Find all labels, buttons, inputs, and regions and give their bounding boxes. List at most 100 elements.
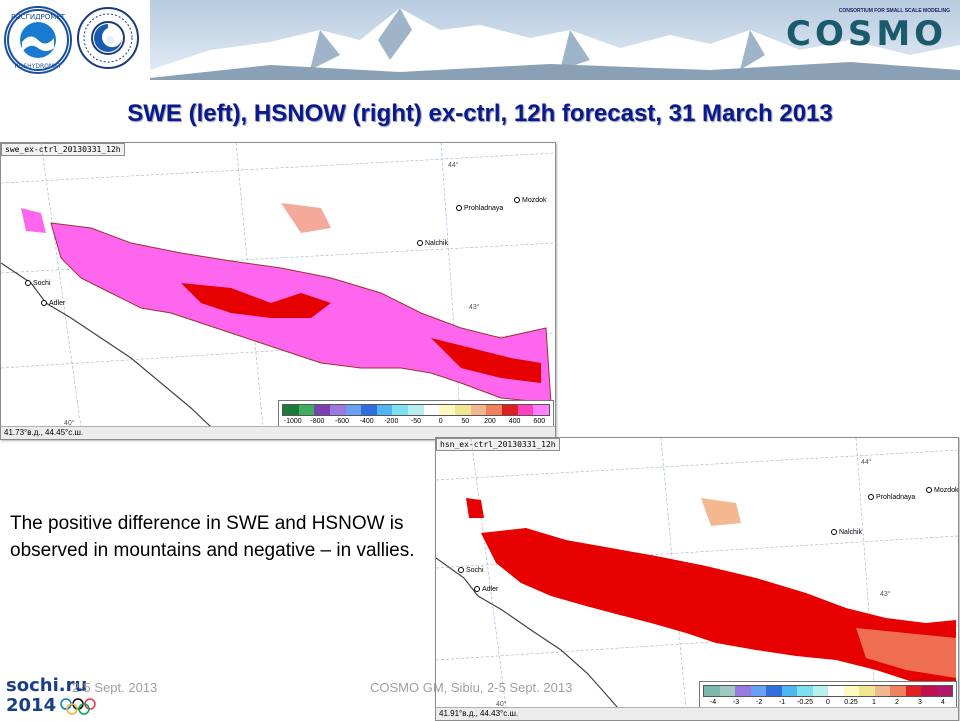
- swe-legend-tick: -50: [410, 418, 422, 425]
- observation-note: The positive difference in SWE and HSNOW…: [10, 513, 415, 561]
- hsnow-legend-swatch: [843, 686, 859, 696]
- swe-legend-swatch: [376, 405, 393, 415]
- swe-legend-swatch: [392, 405, 409, 415]
- hsnow-city-sochi: Sochi: [458, 567, 484, 574]
- swe-legend-tick: -800: [310, 418, 325, 425]
- hsnow-legend-tick: -2: [755, 699, 763, 706]
- swe-legend-swatch: [470, 405, 487, 415]
- hsnow-legend-ticks: -4 -3 -2 -1 -0.25 0 0.25 1 2 3 4: [703, 697, 953, 709]
- hsnow-legend-swatch: [890, 686, 906, 696]
- institute-swirl-icon: [77, 7, 139, 69]
- cosmo-logo: CONSORTIUM FOR SMALL SCALE MODELING COSM…: [782, 8, 954, 68]
- swe-legend-swatch: [283, 405, 299, 415]
- hsnow-legend-tick: 0: [826, 699, 830, 706]
- hsnow-legend-swatch: [936, 686, 952, 696]
- hsnow-legend-swatch: [812, 686, 828, 696]
- swe-legend: -1000 -800 -600 -400 -200 -50 0 50 200 400 600: [278, 400, 554, 430]
- footer-date: 2-5 Sept. 2013: [72, 680, 158, 695]
- roshydromet-logo-top-text: РОСГИДРОМЕТ: [11, 13, 66, 21]
- swe-legend-swatch: [408, 405, 424, 415]
- hsnow-legend-swatch: [921, 686, 937, 696]
- cosmo-caption: CONSORTIUM FOR SMALL SCALE MODELING: [838, 8, 950, 14]
- hsnow-map-canvas: 44° 43° 40°: [436, 438, 958, 708]
- swe-legend-ticks: -1000 -800 -600 -400 -200 -50 0 50 200 400 600: [282, 416, 550, 428]
- swe-legend-tick: -600: [335, 418, 350, 425]
- hsnow-legend-tick: 4: [941, 699, 945, 706]
- roshydromet-logo: РОСГИДРОМЕТ ROSHYDROMET: [4, 6, 72, 74]
- hsnow-legend-swatch: [828, 686, 844, 696]
- mountain-landscape-icon: [150, 0, 960, 80]
- swe-legend-tick: -400: [359, 418, 374, 425]
- hsnow-legend-swatch: [905, 686, 921, 696]
- hsnow-legend: -4 -3 -2 -1 -0.25 0 0.25 1 2 3 4: [699, 681, 957, 709]
- hsnow-city-prohladnaya: Prohladnaya: [868, 494, 915, 501]
- swe-legend-swatch: [517, 405, 534, 415]
- swe-legend-swatch: [361, 405, 377, 415]
- hsnow-legend-swatch: [797, 686, 813, 696]
- hsnow-legend-swatch: [766, 686, 782, 696]
- footer-event: COSMO GM, Sibiu, 2-5 Sept. 2013: [370, 680, 573, 695]
- sochi-logo-bottom-text: 2014: [6, 695, 57, 716]
- hsnow-city-adler: Adler: [474, 586, 498, 593]
- hsnow-legend-swatch: [719, 686, 735, 696]
- swe-legend-tick: 400: [508, 418, 521, 425]
- sochi-logo: sochi.ru 2014: [6, 676, 106, 718]
- hsnow-legend-swatch: [750, 686, 766, 696]
- olympic-rings-icon: [60, 698, 96, 715]
- hsnow-legend-swatch: [735, 686, 751, 696]
- hsnow-legend-swatch: [704, 686, 720, 696]
- slide-title: SWE (left), HSNOW (right) ex-ctrl, 12h f…: [127, 100, 833, 127]
- hsnow-legend-tick: 0.25: [844, 699, 858, 706]
- swe-lat-label-43: 43°: [469, 303, 480, 311]
- hsnow-legend-tick: -1: [778, 699, 786, 706]
- swe-legend-swatch: [329, 405, 346, 415]
- swe-legend-tick: -200: [384, 418, 399, 425]
- hsnow-map-title: hsn_ex-ctrl_20130331_12h: [436, 438, 560, 451]
- swe-city-adler: Adler: [41, 300, 65, 307]
- swe-legend-tick: 200: [484, 418, 496, 425]
- hsnow-legend-tick: 3: [918, 699, 922, 706]
- sochi-logo-top-text: sochi.ru: [6, 675, 88, 696]
- mountain-banner: CONSORTIUM FOR SMALL SCALE MODELING COSM…: [150, 0, 960, 80]
- swe-lat-label-40: 40°: [64, 419, 75, 427]
- hsnow-legend-swatch: [859, 686, 875, 696]
- institute-logo: [76, 6, 140, 70]
- hsnow-city-mozdok: Mozdok: [926, 487, 959, 494]
- hsnow-lat-label-43: 43°: [880, 590, 891, 598]
- hsnow-legend-tick: -0.25: [797, 699, 813, 706]
- hsnow-legend-swatch: [874, 686, 890, 696]
- hsnow-lat-label-40: 40°: [496, 700, 507, 708]
- swe-legend-swatch: [455, 405, 471, 415]
- swe-legend-swatch: [314, 405, 330, 415]
- swe-lat-label-44: 44°: [448, 161, 459, 169]
- swe-city-mozdok: Mozdok: [514, 197, 547, 204]
- hsnow-legend-tick: 1: [872, 699, 876, 706]
- hsnow-map-window: hsn_ex-ctrl_20130331_12h 44° 43° 40° Moz…: [435, 437, 959, 721]
- hsnow-legend-tick: -4: [709, 699, 717, 706]
- swe-legend-swatch: [486, 405, 502, 415]
- hsnow-legend-swatch: [781, 686, 797, 696]
- roshydromet-logo-bottom-text: ROSHYDROMET: [14, 63, 61, 70]
- swe-legend-tick: 0: [438, 418, 443, 425]
- swe-map-title: swe_ex-ctrl_20130331_12h: [1, 143, 125, 156]
- cosmo-word: COSMO: [786, 14, 948, 54]
- swe-legend-swatch: [423, 405, 440, 415]
- swe-map-canvas: 44° 43° 40°: [1, 143, 555, 427]
- swe-legend-tick: -1000: [283, 418, 302, 425]
- swe-legend-swatch: [298, 405, 315, 415]
- hsnow-lat-label-44: 44°: [861, 458, 872, 466]
- hsnow-legend-swatches: [703, 685, 953, 697]
- swe-legend-swatch: [533, 405, 549, 415]
- swe-legend-swatch: [439, 405, 456, 415]
- hsnow-legend-tick: -3: [732, 699, 740, 706]
- swe-city-nalchik: Nalchik: [417, 240, 448, 247]
- roshydromet-emblem-icon: РОСГИДРОМЕТ ROSHYDROMET: [7, 9, 69, 71]
- swe-map-window: swe_ex-ctrl_20130331_12h 44° 43° 40° Moz…: [0, 142, 556, 440]
- swe-legend-swatch: [345, 405, 362, 415]
- swe-legend-tick: 50: [461, 418, 470, 425]
- hsnow-city-nalchik: Nalchik: [831, 529, 862, 536]
- hsnow-legend-tick: 2: [895, 699, 899, 706]
- swe-legend-swatches: [282, 404, 550, 416]
- slide-header: РОСГИДРОМЕТ ROSHYDROMET CONSO: [0, 0, 960, 80]
- swe-map-status: 41.73°в.д., 44.45°с.ш.: [1, 426, 555, 439]
